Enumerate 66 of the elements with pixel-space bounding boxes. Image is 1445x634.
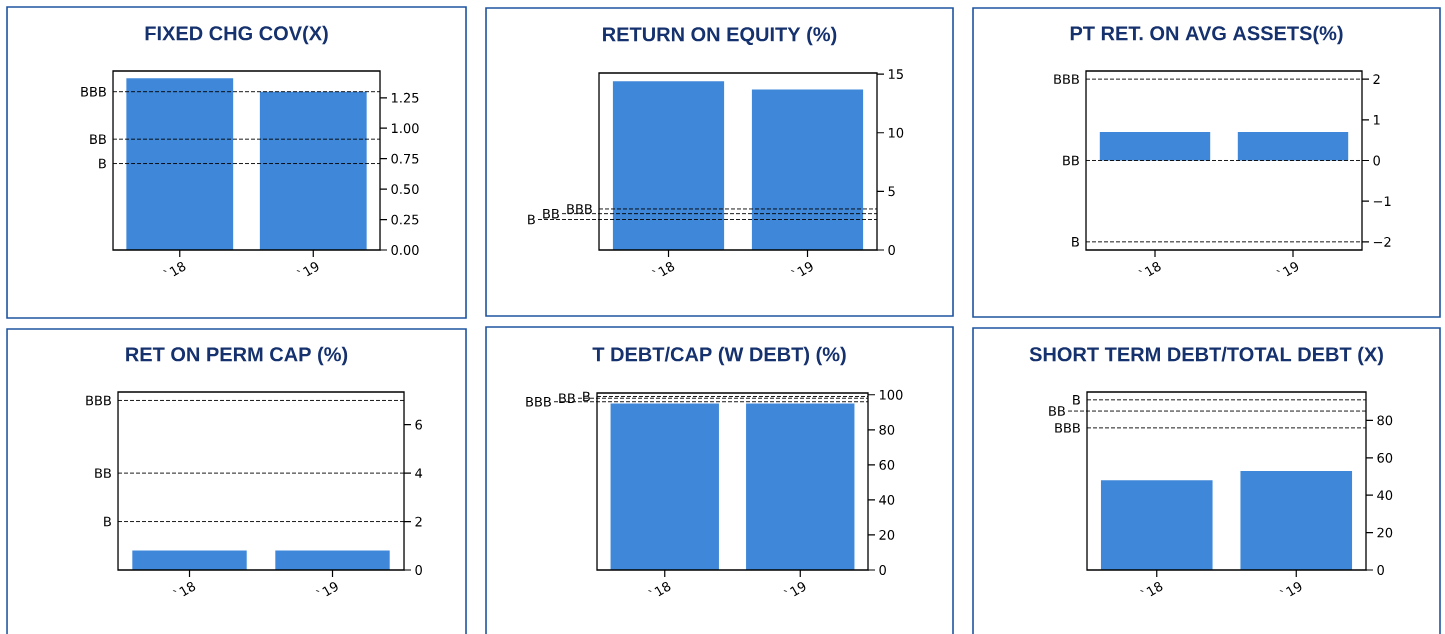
ref-line-label: BBB [1055,423,1080,433]
y-tick-label: 20 [879,530,895,540]
ref-line-label: BB [559,393,575,403]
ref-line-label: BB [543,208,559,219]
x-tick-label: `18 [647,581,671,597]
y-tick-label: 2 [415,516,422,527]
chart-title: PT RET. ON AVG ASSETS(%) [1070,25,1343,45]
chart-title: RETURN ON EQUITY (%) [603,26,837,46]
y-tick-label: 40 [1377,490,1393,501]
y-tick-label: 0.75 [391,153,419,164]
y-tick-label: 1.00 [391,123,419,134]
y-tick-label: 10 [888,127,904,138]
ref-line-label: BB [1063,155,1079,166]
y-tick-label: 1.25 [391,92,419,103]
ref-line-label: BB [1049,406,1065,416]
y-tick-label: 0.00 [391,245,419,255]
ref-line-label: BBB [526,397,551,407]
y-tick-label: 60 [879,459,895,470]
ref-line-label: B [528,214,535,225]
ref-line-label: BBB [86,395,111,406]
ref-line-label: B [1073,395,1080,405]
y-tick-label: 1 [1373,115,1380,125]
chart-title: FIXED CHG COV(X) [145,25,328,45]
x-tick-label: `18 [162,261,186,277]
ref-line-label: B [99,158,106,169]
y-tick-label: 6 [415,419,422,430]
y-tick-label: 2 [1373,74,1380,84]
y-tick-label: 100 [879,389,903,400]
x-tick-label: `18 [172,581,196,597]
ref-line-label: BBB [81,86,106,97]
y-tick-label: 0 [1377,565,1384,575]
chart-title: T DEBT/CAP (W DEBT) (%) [592,346,846,366]
ref-line-label: BBB [567,204,592,214]
x-tick-label: `18 [651,261,675,277]
ref-line-label: BBB [1054,74,1079,84]
chart-title: RET ON PERM CAP (%) [126,346,348,366]
ref-line-label: B [104,516,111,527]
x-tick-label: `19 [296,262,319,277]
y-tick-label: 0 [879,565,886,575]
ref-line-label: B [1072,237,1079,247]
y-tick-label: −2 [1373,237,1391,247]
y-tick-label: 0 [415,565,422,575]
x-tick-label: `19 [1279,582,1302,597]
x-tick-label: `19 [790,262,813,277]
y-tick-label: 40 [879,494,895,505]
ref-line-label: BB [95,468,111,478]
x-tick-label: `19 [1276,262,1299,277]
y-tick-label: 80 [879,424,895,435]
x-tick-label: `18 [1139,581,1163,597]
y-tick-label: 0 [888,245,895,255]
y-tick-label: 80 [1377,415,1393,426]
x-tick-label: `18 [1138,261,1161,277]
ref-line-label: B [583,391,590,402]
y-tick-label: 60 [1377,452,1393,463]
x-tick-label: `19 [315,582,338,597]
y-tick-label: −1 [1373,196,1391,206]
y-tick-label: 0.25 [391,214,419,225]
chart-title: SHORT TERM DEBT/TOTAL DEBT (X) [1029,346,1383,366]
y-tick-label: 15 [888,69,903,79]
y-tick-label: 0.50 [391,184,419,195]
y-tick-label: 5 [888,186,895,197]
y-tick-label: 4 [415,468,423,478]
y-tick-label: 0 [1373,155,1380,166]
x-tick-label: `19 [783,582,806,597]
y-tick-label: 20 [1377,527,1393,538]
ref-line-label: BB [90,134,106,144]
